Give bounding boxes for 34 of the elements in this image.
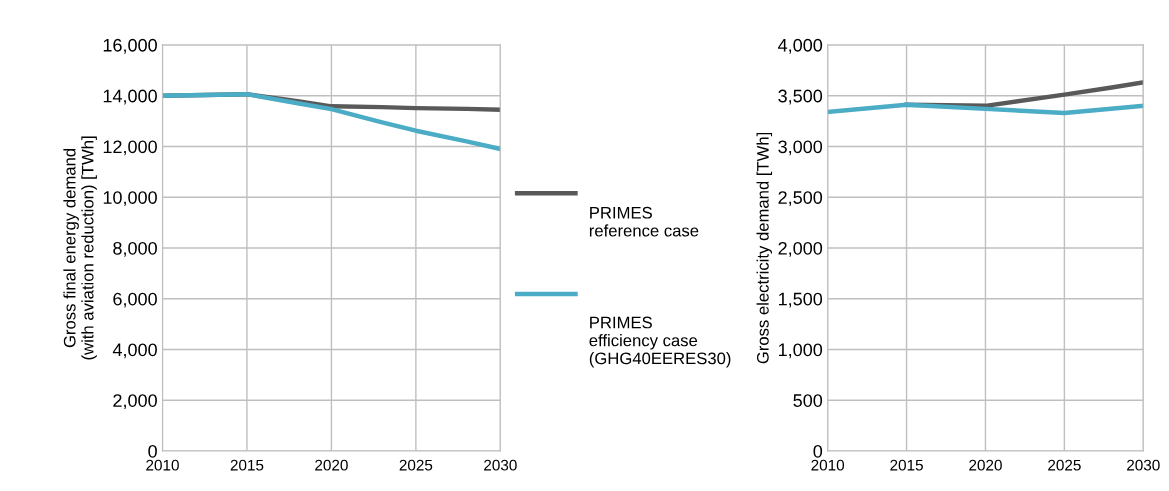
y-tick-label: 4,000 (112, 343, 157, 359)
x-tick-label: 2030 (484, 459, 517, 471)
y-tick-label: 12,000 (103, 140, 157, 156)
x-tick-label: 2025 (1048, 459, 1081, 471)
x-tick-label: 2010 (811, 459, 845, 471)
y-tick-label: 2,000 (113, 394, 157, 410)
y-tick-label: 3,000 (778, 140, 823, 156)
y-tick-label: 500 (793, 394, 823, 407)
x-tick-label: 2030 (1127, 459, 1160, 471)
y-tick-label: 1,500 (778, 292, 823, 308)
x-tick-label: 2025 (399, 459, 433, 471)
text: PRIMES reference case (589, 206, 699, 237)
y-tick-label: 8,000 (113, 241, 157, 257)
y-tick-label: 0 (813, 444, 823, 458)
y-tick-label: 14,000 (103, 89, 157, 105)
x-tick-label: 2020 (969, 459, 1002, 471)
x-tick-label: 2015 (230, 459, 264, 471)
x-tick-label: 2015 (890, 459, 923, 471)
y-tick-label: 16,000 (103, 38, 157, 54)
y-tick-label: 6,000 (113, 292, 157, 308)
y-tick-label: 0 (148, 444, 157, 458)
y-axis-title: Gross electricity demand [TWh] (756, 132, 773, 364)
x-tick-label: 2010 (146, 459, 179, 471)
text: PRIMES efficiency case (GHG40EERES30) (589, 316, 731, 368)
y-tick-label: 2,000 (778, 241, 823, 257)
y-tick-label: 2,500 (778, 191, 823, 207)
line-series (162, 91, 501, 152)
y-tick-label: 1,000 (778, 343, 823, 359)
line-series (827, 102, 1144, 116)
y-tick-label: 3,500 (778, 89, 823, 105)
y-axis-title: Gross final energy demand (with aviation reduction) [TWh] (63, 136, 97, 360)
x-tick-label: 2020 (315, 459, 348, 471)
y-tick-label: 4,000 (778, 38, 823, 54)
y-tick-label: 10,000 (103, 191, 157, 207)
